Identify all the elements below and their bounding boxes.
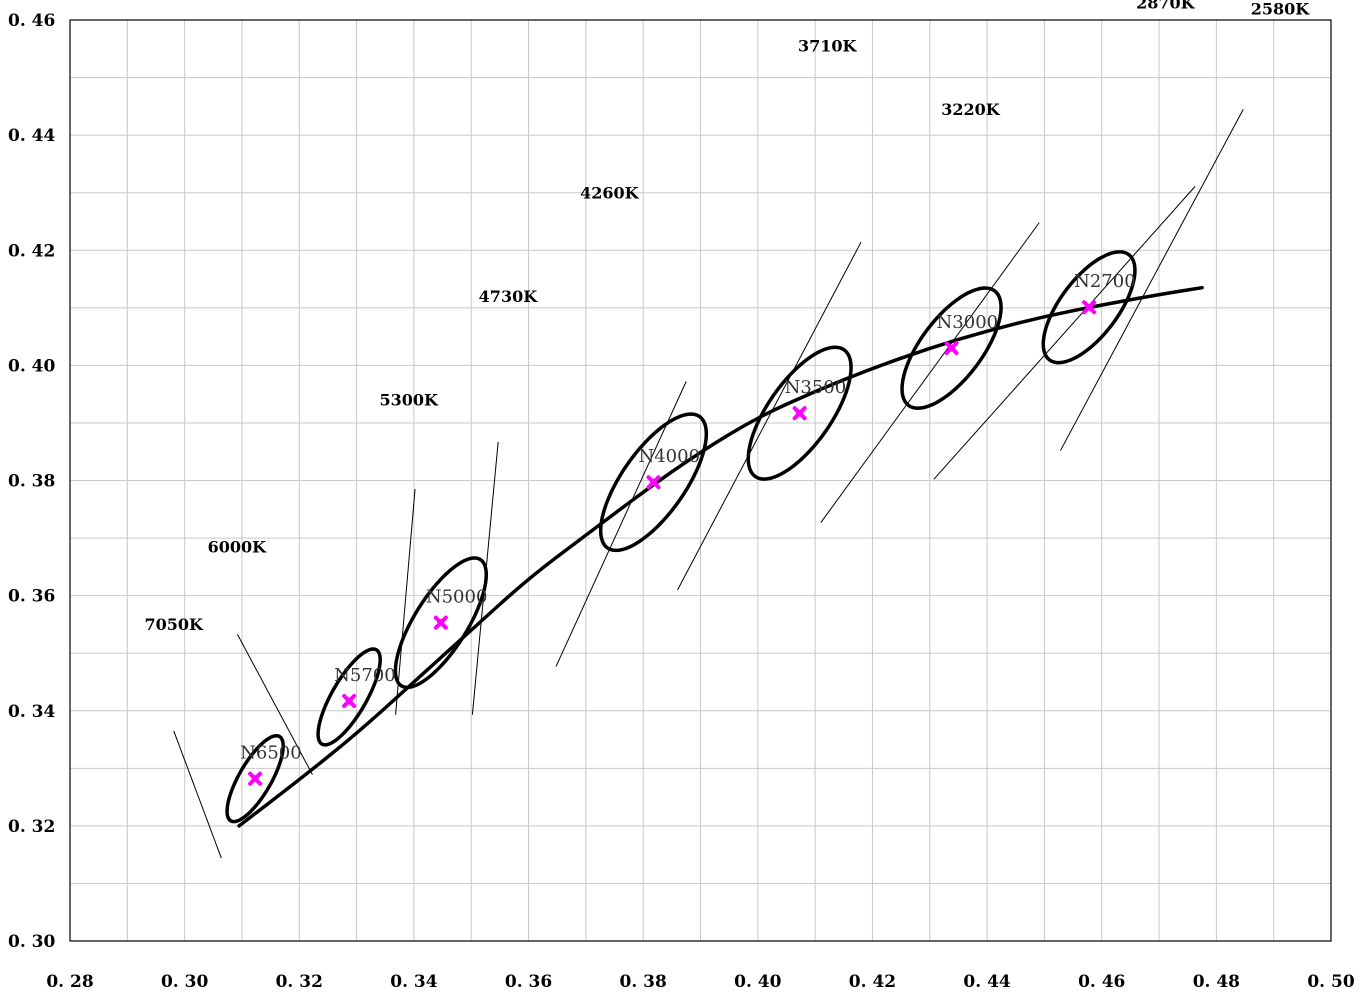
plot-frame (69, 19, 1332, 942)
isotemperature-line (395, 489, 416, 715)
x-tick-label: 0. 40 (734, 972, 781, 992)
nominal-point-dot (796, 409, 804, 417)
nominal-point-label: N2700 (1074, 271, 1136, 292)
x-axis-ticks: 0. 28 0. 30 0. 32 0. 34 0. 36 0. 38 0. 40 0. 42… (46, 972, 1354, 992)
x-tick-label: 0. 28 (46, 972, 93, 992)
cct-label: 2580K (1251, 0, 1311, 18)
isotemperature-line (555, 381, 687, 667)
x-tick-label: 0. 50 (1307, 972, 1354, 992)
isotemperature-line (677, 241, 862, 591)
x-tick-label: 0. 46 (1078, 972, 1125, 992)
nominal-point-label: N5700 (334, 665, 396, 686)
y-tick-label: 0. 36 (8, 587, 55, 607)
nominal-point-dot (649, 478, 657, 486)
isotemperature-line (1060, 108, 1244, 451)
y-tick-label: 0. 46 (8, 11, 55, 31)
isotemperature-line (173, 730, 222, 859)
planckian-locus (237, 285, 1204, 828)
isotemperature-lines: 7050K 6000K 5300K 4730K 4260K 3710K 3220K 2870K… (145, 0, 1311, 859)
locus-curve (237, 285, 1204, 828)
tolerance-ellipse (900, 286, 1003, 410)
isotemperature-line (933, 186, 1196, 480)
cct-label: 4730K (479, 287, 539, 306)
cct-label: 6000K (208, 537, 268, 556)
x-tick-label: 0. 32 (276, 972, 323, 992)
tolerance-ellipse (316, 647, 382, 747)
isotemperature-line (236, 633, 313, 775)
x-tick-label: 0. 30 (161, 972, 208, 992)
tolerance-ellipse (598, 412, 709, 553)
x-tick-label: 0. 36 (505, 972, 552, 992)
x-tick-label: 0. 42 (849, 972, 896, 992)
cct-label: 4260K (580, 183, 640, 202)
x-tick-label: 0. 38 (620, 972, 667, 992)
tolerance-ellipse (746, 345, 853, 481)
tolerance-ellipses (225, 250, 1137, 824)
nominal-point-label: N6500 (240, 743, 302, 764)
nominal-point-dot (1085, 303, 1093, 311)
x-tick-label: 0. 44 (963, 972, 1010, 992)
cct-label: 3710K (798, 37, 858, 56)
nominal-point-label: N3000 (937, 312, 999, 333)
x-tick-label: 0. 34 (390, 972, 437, 992)
grid-lines (69, 19, 1332, 942)
tolerance-ellipse (1041, 250, 1137, 365)
y-tick-label: 0. 38 (8, 472, 55, 492)
y-tick-label: 0. 30 (8, 932, 55, 952)
cct-label: 3220K (941, 100, 1001, 119)
y-tick-label: 0. 40 (8, 356, 55, 376)
nominal-point-dot (251, 775, 259, 783)
cct-label: 2870K (1136, 0, 1196, 12)
nominal-point-label: N4000 (638, 446, 700, 467)
nominal-point-label: N3500 (785, 377, 847, 398)
y-tick-label: 0. 34 (8, 702, 55, 722)
cct-label: 5300K (380, 391, 440, 410)
nominal-points: N6500 N5700 N5000 N4000 N3500 N3000 N2700 (240, 271, 1136, 786)
y-tick-label: 0. 32 (8, 817, 55, 837)
nominal-point-dot (437, 619, 445, 627)
tolerance-ellipse (225, 733, 285, 824)
nominal-point-dot (345, 697, 353, 705)
y-tick-label: 0. 44 (8, 126, 55, 146)
y-tick-label: 0. 42 (8, 241, 55, 261)
y-axis-ticks: 0. 30 0. 32 0. 34 0. 36 0. 38 0. 40 0. 42 0. 44… (8, 11, 55, 952)
tolerance-ellipse (393, 556, 489, 690)
x-tick-label: 0. 48 (1193, 972, 1240, 992)
cct-label: 7050K (145, 615, 205, 634)
nominal-point-dot (948, 344, 956, 352)
nominal-point-label: N5000 (426, 587, 488, 608)
isotemperature-line (820, 222, 1040, 523)
